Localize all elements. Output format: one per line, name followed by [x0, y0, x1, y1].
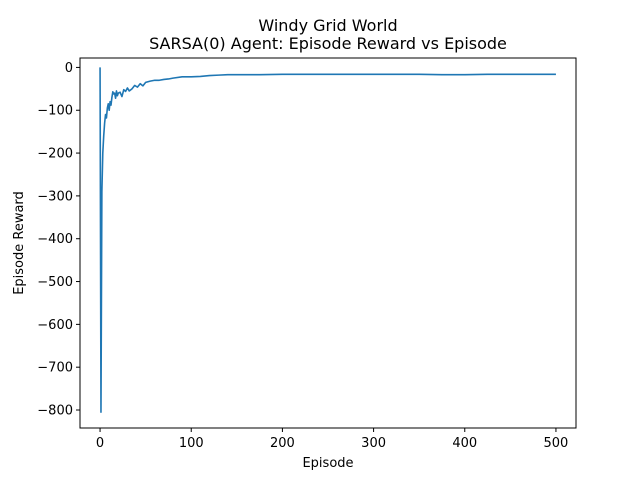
y-tick-label: −500: [37, 275, 73, 290]
y-tick-label: −700: [37, 361, 73, 376]
plot-area: [99, 67, 556, 413]
x-tick-label: 300: [361, 436, 386, 451]
y-tick-label: −800: [37, 404, 73, 419]
chart-title: Windy Grid World: [258, 16, 397, 35]
x-tick-label: 0: [96, 436, 104, 451]
chart-subtitle: SARSA(0) Agent: Episode Reward vs Episod…: [149, 34, 507, 53]
x-axis-label: Episode: [302, 456, 353, 471]
y-axis-label: Episode Reward: [12, 191, 27, 295]
x-tick-label: 500: [544, 436, 569, 451]
x-tick-label: 200: [270, 436, 295, 451]
axis-ticks: 0 100 200 300 400 500 0 −100 −200 −300 −400 −500 −60…: [37, 61, 568, 451]
x-tick-label: 100: [179, 436, 204, 451]
series-line-episode-reward: [99, 67, 556, 413]
x-tick-label: 400: [452, 436, 477, 451]
y-tick-label: −100: [37, 104, 73, 119]
plot-frame: [79, 57, 577, 429]
y-tick-label: −600: [37, 318, 73, 333]
y-tick-label: −200: [37, 147, 73, 162]
y-tick-label: −400: [37, 232, 73, 247]
y-tick-label: 0: [65, 61, 73, 76]
y-tick-label: −300: [37, 189, 73, 204]
